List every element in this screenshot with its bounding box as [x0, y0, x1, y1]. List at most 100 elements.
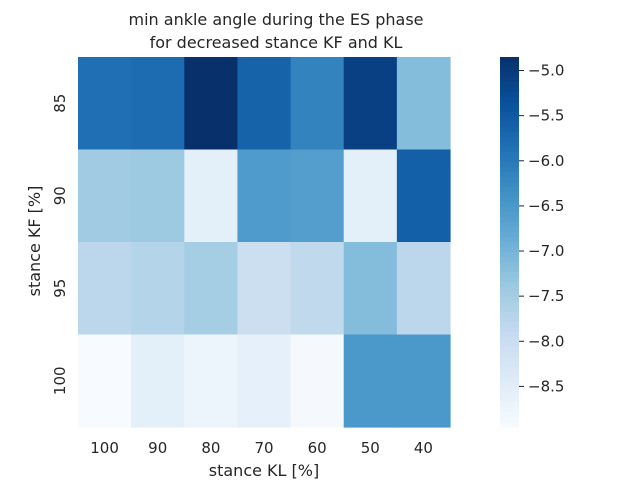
- colorbar-segment: [500, 202, 519, 208]
- colorbar-segment: [500, 402, 519, 408]
- colorbar-segment: [500, 357, 519, 363]
- heatmap-cell: [184, 334, 239, 428]
- heatmap-cell: [343, 57, 398, 151]
- x-tick-labels: 100 90 80 70 60 50 40: [90, 439, 433, 457]
- chart-title-line-2: for decreased stance KF and KL: [150, 33, 403, 52]
- colorbar-segment: [500, 412, 519, 418]
- heatmap-cell: [78, 149, 132, 243]
- x-tick-label: 60: [308, 439, 327, 457]
- colorbar-segment: [500, 367, 519, 373]
- colorbar-segment: [500, 147, 519, 153]
- colorbar-segment: [500, 382, 519, 388]
- colorbar-segment: [500, 232, 519, 238]
- colorbar-segment: [500, 397, 519, 403]
- y-tick-label: 100: [51, 366, 69, 395]
- colorbar-segment: [500, 142, 519, 148]
- y-tick-label: 95: [51, 279, 69, 298]
- heatmap-cell: [237, 242, 292, 336]
- colorbar-segment: [500, 347, 519, 353]
- colorbar-tick-label: −8.0: [528, 332, 564, 350]
- colorbar-segment: [500, 167, 519, 173]
- colorbar-segment: [500, 417, 519, 423]
- y-tick-label: 90: [51, 186, 69, 205]
- colorbar-segment: [500, 262, 519, 268]
- y-tick-label: 85: [51, 94, 69, 113]
- colorbar-segment: [500, 352, 519, 358]
- heatmap-cell: [184, 149, 239, 243]
- x-tick-label: 90: [148, 439, 167, 457]
- colorbar-tick-label: −6.0: [528, 152, 564, 170]
- colorbar-segment: [500, 227, 519, 233]
- colorbar-segment: [500, 327, 519, 333]
- colorbar-segment: [500, 172, 519, 178]
- colorbar-segment: [500, 137, 519, 143]
- colorbar-segment: [500, 237, 519, 243]
- colorbar-segment: [500, 257, 519, 263]
- colorbar-segment: [500, 177, 519, 183]
- heatmap-cell: [237, 334, 292, 428]
- heatmap-cell: [396, 334, 451, 428]
- colorbar-segment: [500, 57, 519, 63]
- heatmap-cell: [131, 149, 185, 243]
- colorbar-segment: [500, 102, 519, 108]
- heatmap-cell: [396, 149, 451, 243]
- heatmap-cell: [78, 242, 132, 336]
- colorbar-segment: [500, 132, 519, 138]
- heatmap-cell: [396, 57, 451, 151]
- colorbar-tick-label: −5.0: [528, 62, 564, 80]
- colorbar-segment: [500, 222, 519, 228]
- heatmap-cells: [78, 57, 451, 428]
- colorbar-segment: [500, 197, 519, 203]
- colorbar-segment: [500, 92, 519, 98]
- heatmap-cell: [290, 242, 345, 336]
- colorbar-segment: [500, 277, 519, 283]
- colorbar-segment: [500, 122, 519, 128]
- x-tick-label: 100: [90, 439, 119, 457]
- chart-title-line-1: min ankle angle during the ES phase: [129, 10, 424, 29]
- heatmap-cell: [131, 242, 185, 336]
- heatmap-cell: [290, 149, 345, 243]
- colorbar-segment: [500, 127, 519, 133]
- colorbar-segment: [500, 317, 519, 323]
- x-axis-label: stance KL [%]: [209, 461, 319, 480]
- colorbar-segment: [500, 77, 519, 83]
- heatmap-cell: [290, 57, 345, 151]
- x-tick-label: 50: [361, 439, 380, 457]
- colorbar-tick-label: −5.5: [528, 107, 564, 125]
- colorbar-segment: [500, 107, 519, 113]
- colorbar-segment: [500, 87, 519, 93]
- heatmap-cell: [237, 57, 292, 151]
- heatmap-cell: [78, 57, 132, 151]
- colorbar-segment: [500, 267, 519, 273]
- heatmap-cell: [396, 242, 451, 336]
- colorbar-segment: [500, 82, 519, 88]
- colorbar-segment: [500, 62, 519, 68]
- heatmap-cell: [184, 57, 239, 151]
- heatmap-cell: [131, 334, 185, 428]
- colorbar-tick-label: −7.5: [528, 287, 564, 305]
- colorbar-segment: [500, 372, 519, 378]
- colorbar-segment: [500, 252, 519, 258]
- colorbar-segment: [500, 192, 519, 198]
- colorbar-segment: [500, 117, 519, 123]
- colorbar-tick-label: −8.5: [528, 377, 564, 395]
- colorbar-segment: [500, 392, 519, 398]
- colorbar-segment: [500, 217, 519, 223]
- colorbar-segment: [500, 407, 519, 413]
- colorbar-segment: [500, 207, 519, 213]
- x-tick-label: 40: [414, 439, 433, 457]
- colorbar-segment: [500, 247, 519, 253]
- colorbar-segment: [500, 292, 519, 298]
- colorbar-segment: [500, 387, 519, 393]
- colorbar-segment: [500, 152, 519, 158]
- colorbar-segment: [500, 287, 519, 293]
- colorbar-segment: [500, 312, 519, 318]
- colorbar-tick-label: −7.0: [528, 242, 564, 260]
- colorbar-segment: [500, 297, 519, 303]
- heatmap-cell: [78, 334, 132, 428]
- colorbar-segment: [500, 212, 519, 218]
- colorbar: −8.5 −8.0 −7.5 −7.0 −6.5 −6.0 −5.5 −5.0: [500, 57, 564, 428]
- colorbar-segment: [500, 302, 519, 308]
- colorbar-segment: [500, 67, 519, 73]
